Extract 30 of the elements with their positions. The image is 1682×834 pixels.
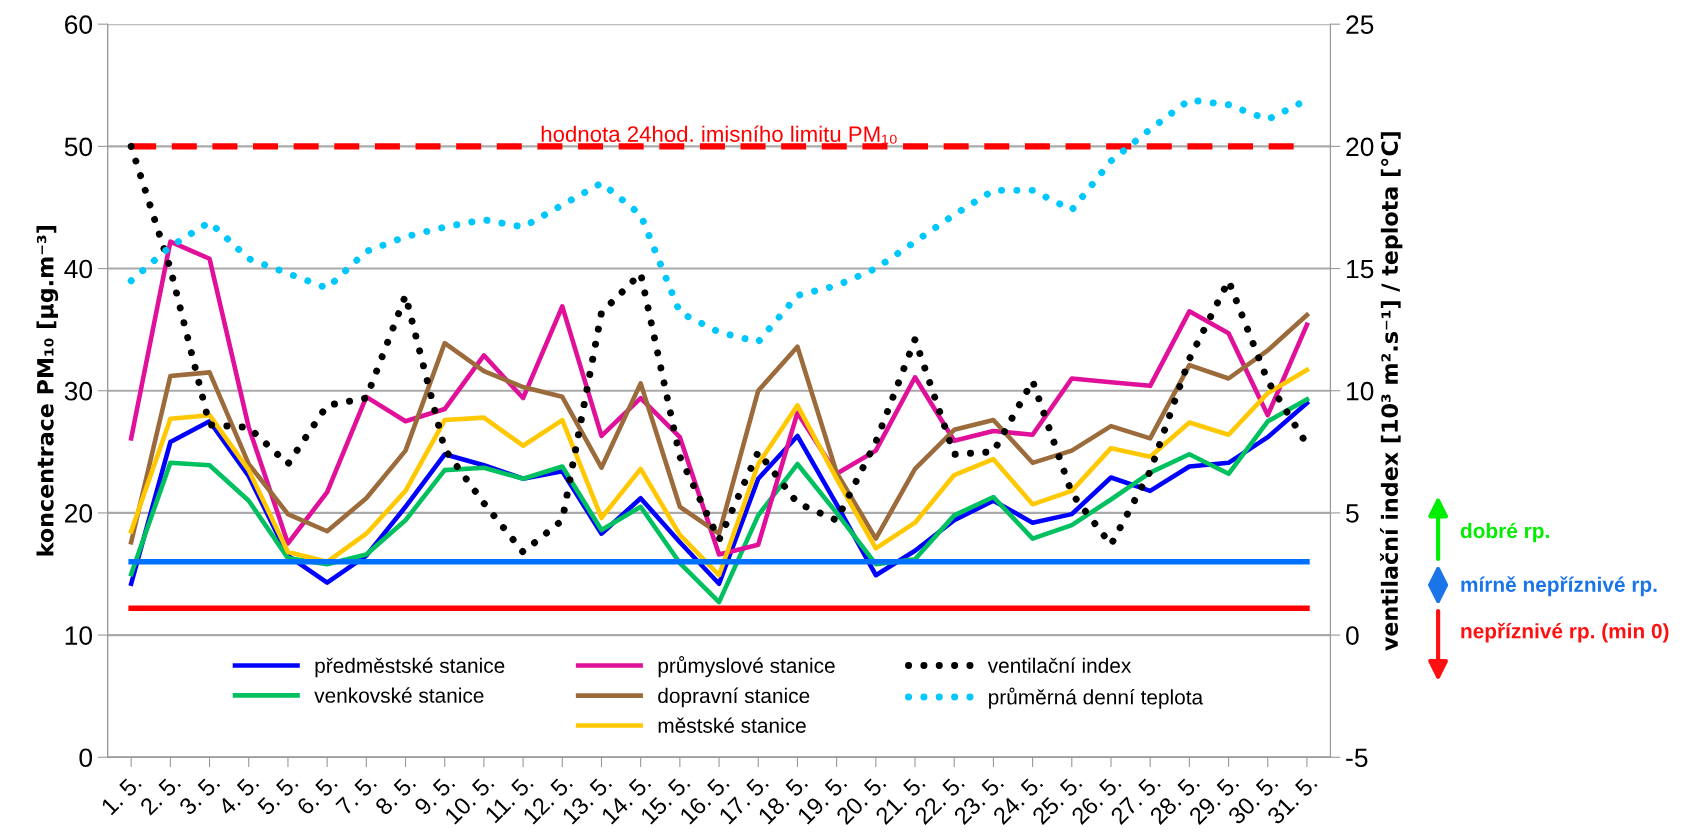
y2-tick-label: 20	[1346, 137, 1374, 157]
y2-tick-label: -5	[1346, 748, 1368, 768]
legend-label: předměstské stanice	[315, 657, 505, 678]
y2-tick-label: 5	[1346, 504, 1359, 523]
legend-label: venkovské stanice	[314, 687, 484, 703]
line-series	[128, 312, 1310, 545]
legend-label: ventilační index	[987, 657, 1132, 674]
y-tick-label: 30	[64, 381, 93, 401]
legend-label: průměrná denní teplota	[989, 687, 1204, 709]
y2-tick-label: 10	[1347, 381, 1374, 401]
y2-tick-label: 0	[1346, 626, 1359, 645]
y-tick-label: 50	[64, 137, 93, 157]
y-tick-label: 20	[65, 504, 93, 523]
text: mírně nepříznivé rp.	[1461, 576, 1657, 597]
y-tick-label: 0	[79, 748, 93, 768]
y-tick-label: 40	[64, 259, 93, 279]
y2-axis-title: ventilační index [10³ m².s⁻¹] / teplota [°C]	[1379, 132, 1403, 651]
y-axis-title: koncentrace PM₁₀ [µg.m⁻³]	[36, 226, 59, 556]
line-series	[128, 367, 1310, 578]
legend-label: dopravní stanice	[658, 687, 810, 708]
ref-line-label: hodnota 24hod. imisního limitu PM₁₀	[541, 125, 897, 144]
text: nepříznivé rp. (min 0)	[1461, 622, 1669, 643]
y-tick-label: 10	[65, 626, 93, 645]
legend-label: městské stanice	[658, 717, 806, 733]
legend-label: průmyslové stanice	[658, 656, 835, 678]
text: dobré rp.	[1460, 522, 1549, 543]
y2-tick-label: 15	[1347, 259, 1374, 279]
y-tick-label: 60	[65, 15, 93, 35]
x-tick-label: 1. 5.	[100, 773, 142, 816]
y2-tick-label: 25	[1346, 15, 1374, 35]
